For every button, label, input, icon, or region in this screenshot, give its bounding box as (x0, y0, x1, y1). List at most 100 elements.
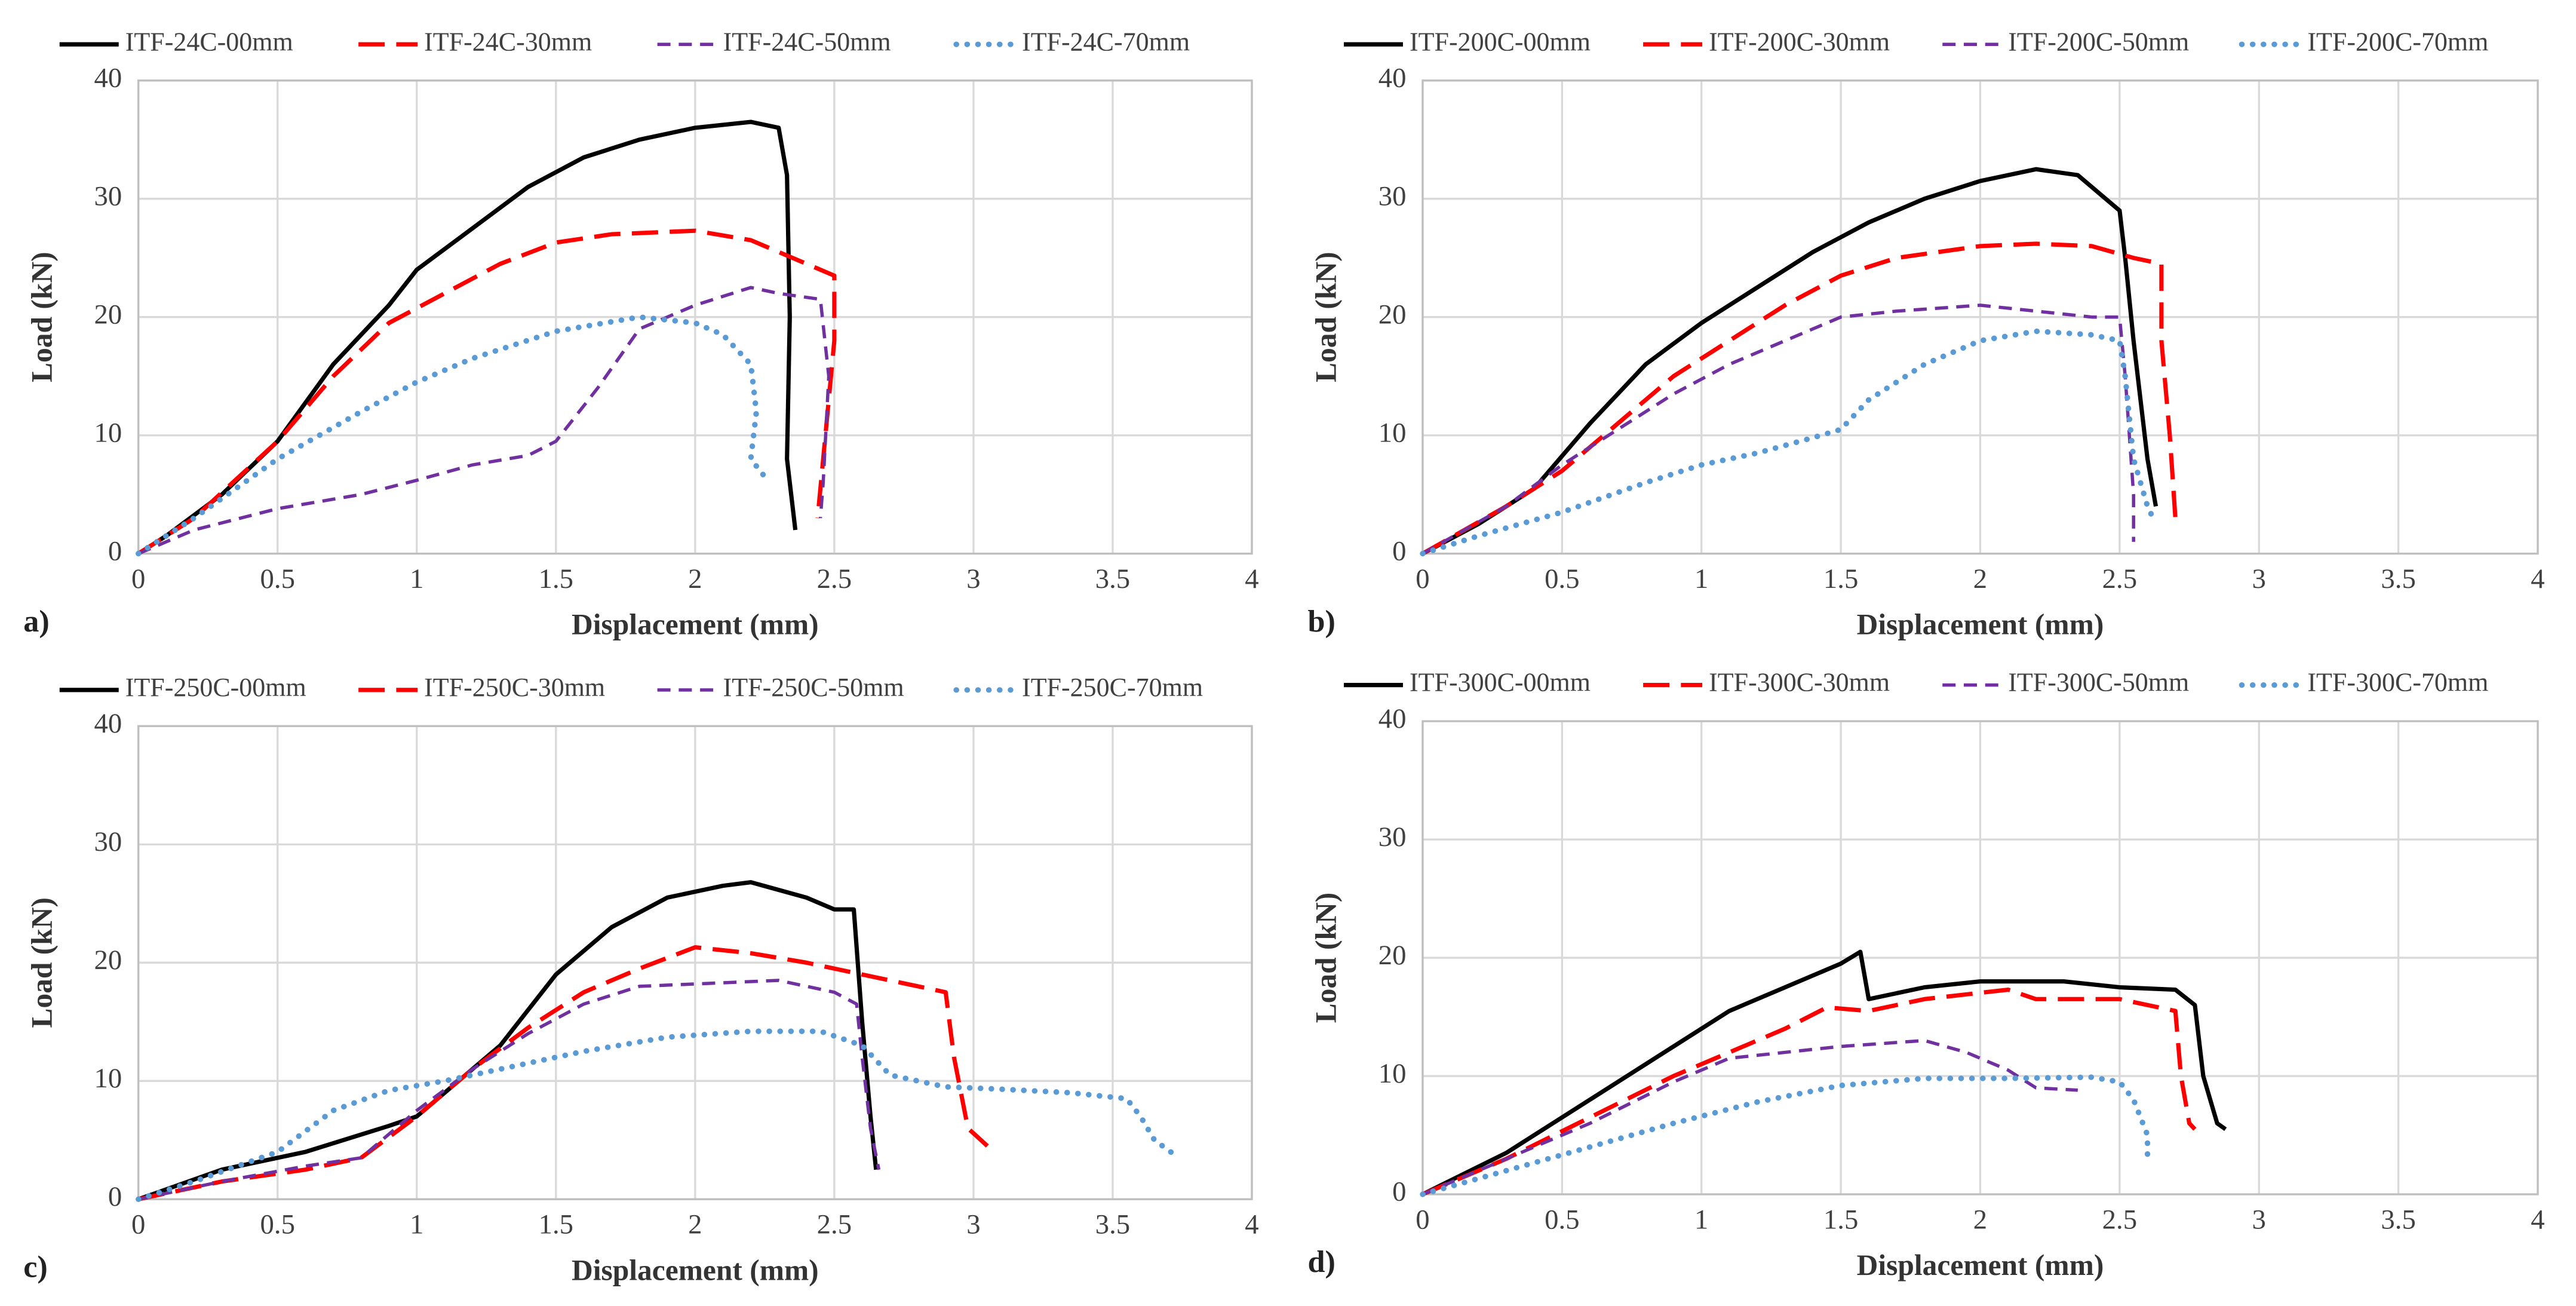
x-tick-label: 3 (2252, 1204, 2266, 1235)
x-tick-label: 2 (688, 1209, 702, 1240)
panel-label: a) (23, 604, 50, 639)
x-tick-label: 4 (2531, 1204, 2544, 1235)
legend-label: ITF-24C-50mm (723, 27, 891, 56)
x-tick-label: 4 (1245, 563, 1258, 594)
data-line (137, 228, 837, 556)
data-line (1420, 328, 2156, 557)
x-tick-label: 3.5 (1095, 1209, 1130, 1240)
data-line (136, 314, 768, 557)
y-tick-label: 10 (1378, 417, 1407, 448)
x-tick-label: 2 (1973, 563, 1987, 594)
x-tick-label: 0.5 (1545, 1204, 1579, 1235)
data-line (136, 1028, 1177, 1202)
legend-label: ITF-24C-70mm (1022, 27, 1190, 56)
x-tick-label: 0 (1416, 1204, 1429, 1235)
data-line (1421, 987, 2197, 1197)
data-line (1421, 949, 2227, 1197)
x-tick-label: 1.5 (539, 563, 573, 594)
y-tick-label: 40 (1378, 62, 1407, 93)
data-line (137, 945, 989, 1201)
x-tick-label: 2.5 (817, 1209, 852, 1240)
panel-label: b) (1307, 604, 1335, 639)
data-line (138, 979, 881, 1201)
y-tick-label: 40 (94, 708, 122, 739)
x-axis-label: Displacement (mm) (572, 608, 819, 641)
plot-frame (137, 79, 1253, 555)
x-tick-label: 3.5 (1095, 563, 1130, 594)
x-tick-label: 1 (410, 1209, 423, 1240)
data-line (137, 880, 879, 1201)
y-tick-label: 0 (108, 535, 122, 566)
x-tick-label: 2 (1973, 1204, 1987, 1235)
legend-label: ITF-300C-30mm (1709, 668, 1890, 697)
y-tick-label: 0 (1392, 535, 1406, 566)
data-line (1421, 241, 2178, 556)
x-tick-label: 1 (410, 563, 423, 594)
y-tick-label: 40 (1378, 703, 1407, 734)
plot-frame (1421, 720, 2539, 1195)
y-tick-label: 20 (1378, 299, 1407, 330)
legend-label: ITF-200C-50mm (2008, 27, 2189, 56)
x-tick-label: 0.5 (1545, 563, 1579, 594)
x-tick-label: 3.5 (2381, 563, 2415, 594)
plot-frame (1421, 79, 2539, 555)
x-tick-label: 3 (966, 563, 980, 594)
x-tick-label: 2.5 (2102, 563, 2137, 594)
x-tick-label: 1 (1694, 563, 1708, 594)
panel-label: d) (1307, 1244, 1335, 1279)
legend-label: ITF-250C-00mm (125, 673, 306, 702)
legend-label: ITF-24C-30mm (424, 27, 592, 56)
legend-label: ITF-300C-50mm (2008, 668, 2189, 697)
y-tick-label: 30 (1378, 821, 1407, 853)
x-tick-label: 1.5 (539, 1209, 573, 1240)
y-tick-label: 30 (1378, 180, 1407, 211)
y-tick-label: 20 (94, 945, 122, 976)
data-line (1421, 303, 2135, 556)
legend-label: ITF-250C-70mm (1022, 673, 1203, 702)
y-axis-label: Load (kN) (1310, 252, 1343, 382)
legend-label: ITF-250C-50mm (723, 673, 904, 702)
x-tick-label: 2 (688, 563, 702, 594)
y-tick-label: 20 (94, 299, 122, 330)
legend-label: ITF-300C-70mm (2307, 668, 2488, 697)
data-line (1420, 1074, 2151, 1197)
panel-label: c) (23, 1249, 48, 1284)
x-tick-label: 2.5 (817, 563, 852, 594)
legend-label: ITF-200C-30mm (1709, 27, 1890, 56)
legend-label: ITF-200C-70mm (2307, 27, 2488, 56)
legend-label: ITF-250C-30mm (424, 673, 605, 702)
y-tick-label: 20 (1378, 940, 1407, 971)
legend-label: ITF-24C-00mm (125, 27, 293, 56)
y-axis-label: Load (kN) (25, 252, 58, 382)
legend-label: ITF-300C-00mm (1410, 668, 1591, 697)
y-tick-label: 10 (1378, 1058, 1407, 1089)
x-axis-label: Displacement (mm) (572, 1253, 819, 1286)
y-tick-label: 30 (94, 826, 122, 857)
x-tick-label: 4 (1245, 1209, 1258, 1240)
y-axis-label: Load (kN) (1310, 893, 1343, 1023)
y-tick-label: 0 (1392, 1176, 1406, 1207)
x-tick-label: 0.5 (260, 1209, 295, 1240)
y-tick-label: 0 (108, 1181, 122, 1212)
y-tick-label: 30 (94, 180, 122, 211)
y-axis-label: Load (kN) (25, 897, 58, 1028)
x-axis-label: Displacement (mm) (1857, 608, 2104, 641)
x-tick-label: 3 (2252, 563, 2266, 594)
x-tick-label: 2.5 (2102, 1204, 2137, 1235)
data-line (137, 286, 831, 556)
x-tick-label: 1.5 (1823, 563, 1858, 594)
data-line (1421, 167, 2159, 556)
y-tick-label: 10 (94, 1063, 122, 1094)
x-axis-label: Displacement (mm) (1857, 1249, 2104, 1282)
y-tick-label: 40 (94, 62, 122, 93)
x-tick-label: 0 (131, 563, 145, 594)
legend-label: ITF-200C-00mm (1410, 27, 1591, 56)
x-tick-label: 4 (2531, 563, 2544, 594)
x-tick-label: 0 (1416, 563, 1429, 594)
y-tick-label: 10 (94, 417, 122, 448)
plot-frame (137, 725, 1253, 1200)
data-line (1421, 1038, 2078, 1196)
x-tick-label: 1.5 (1823, 1204, 1858, 1235)
x-tick-label: 3.5 (2381, 1204, 2415, 1235)
